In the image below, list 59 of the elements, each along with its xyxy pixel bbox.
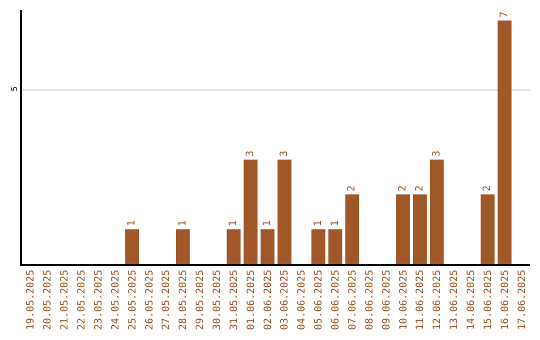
x-tick-label: 29.05.2025 — [195, 270, 206, 330]
x-tick-label: 08.06.2025 — [364, 270, 376, 330]
data-label: 1 — [228, 220, 240, 226]
data-label: 2 — [414, 185, 426, 192]
x-tick-label: 27.05.2025 — [161, 270, 172, 330]
bar — [311, 229, 326, 264]
x-tick-label: 10.06.2025 — [398, 270, 410, 330]
x-tick-label: 05.06.2025 — [314, 270, 325, 330]
bar — [260, 229, 274, 264]
bar — [244, 160, 258, 264]
bar — [498, 20, 512, 264]
x-tick-label: 31.05.2025 — [228, 270, 240, 330]
data-label: 2 — [346, 185, 358, 192]
data-label: 3 — [278, 150, 290, 157]
data-label: 3 — [245, 150, 256, 157]
x-tick-label: 04.06.2025 — [296, 270, 308, 330]
x-tick-label: 21.05.2025 — [60, 270, 71, 330]
bar — [278, 160, 292, 264]
x-tick-label: 09.06.2025 — [381, 270, 392, 330]
x-tick-label: 20.05.2025 — [42, 270, 54, 330]
x-tick-label: 28.05.2025 — [178, 270, 190, 330]
data-label: 1 — [177, 220, 188, 226]
x-tick-label: 30.05.2025 — [212, 270, 223, 330]
data-label: 1 — [312, 220, 324, 226]
x-tick-label: 15.06.2025 — [482, 270, 494, 330]
x-tick-label: 13.06.2025 — [449, 270, 460, 330]
data-label: 1 — [330, 220, 341, 226]
bar — [328, 229, 342, 264]
data-label: 3 — [431, 150, 442, 157]
bar — [396, 194, 410, 264]
x-tick-label: 26.05.2025 — [144, 270, 156, 330]
data-label: 1 — [262, 220, 274, 226]
bar — [412, 194, 427, 264]
bar — [430, 160, 444, 264]
x-tick-label: 12.06.2025 — [432, 270, 444, 330]
bar — [125, 229, 140, 264]
x-tick-label: 06.06.2025 — [330, 270, 342, 330]
x-tick-label: 23.05.2025 — [93, 270, 104, 330]
x-tick-label: 03.06.2025 — [280, 270, 291, 330]
x-tick-label: 14.06.2025 — [466, 270, 477, 330]
x-tick-label: 01.06.2025 — [246, 270, 257, 330]
data-label: 7 — [499, 11, 510, 18]
x-tick-label: 17.06.2025 — [516, 270, 528, 330]
data-label: 2 — [482, 185, 494, 192]
x-tick-label: 24.05.2025 — [110, 270, 122, 330]
x-tick-label: 11.06.2025 — [415, 270, 426, 330]
x-tick-label: 07.06.2025 — [347, 270, 358, 330]
data-label: 1 — [126, 220, 138, 226]
x-tick-label: 25.05.2025 — [127, 270, 138, 330]
x-tick-label: 02.06.2025 — [262, 270, 274, 330]
x-tick-label: 19.05.2025 — [26, 270, 37, 330]
data-label: 2 — [398, 185, 408, 192]
bar — [226, 229, 241, 264]
x-tick-label: 16.06.2025 — [500, 270, 511, 330]
x-tick-label: 22.05.2025 — [76, 270, 88, 330]
bar — [345, 194, 360, 264]
bar — [176, 229, 190, 264]
y-tick-label: 5 — [10, 86, 20, 92]
bar — [480, 194, 495, 264]
